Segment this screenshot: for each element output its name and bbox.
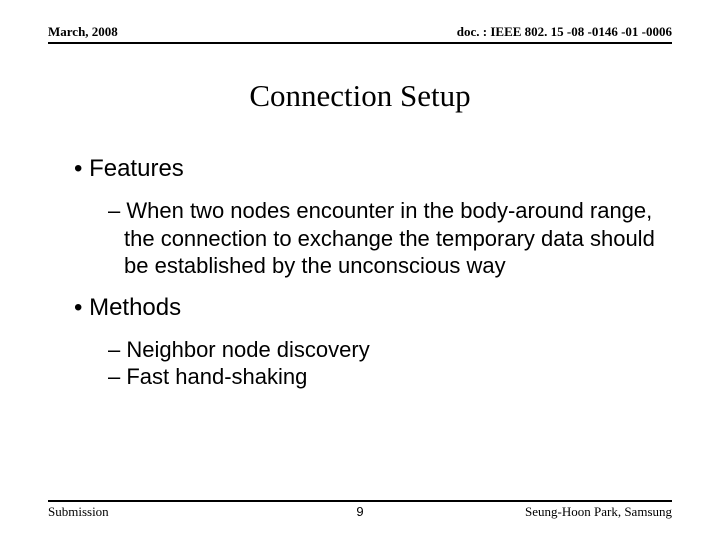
footer-page-number: 9 [48, 504, 672, 519]
slide-content: Features When two nodes encounter in the… [60, 155, 672, 391]
methods-item-1: Neighbor node discovery [108, 336, 672, 364]
slide-footer: Submission 9 Seung-Hoon Park, Samsung [48, 500, 672, 520]
bullet-features: Features [74, 155, 672, 183]
bullet-methods: Methods [74, 294, 672, 322]
slide-header: March, 2008 doc. : IEEE 802. 15 -08 -014… [48, 24, 672, 44]
header-doc-id: doc. : IEEE 802. 15 -08 -0146 -01 -0006 [457, 24, 672, 40]
features-item-1: When two nodes encounter in the body-aro… [108, 197, 672, 280]
header-date: March, 2008 [48, 24, 118, 40]
slide-title: Connection Setup [0, 78, 720, 114]
methods-item-2: Fast hand-shaking [108, 363, 672, 391]
